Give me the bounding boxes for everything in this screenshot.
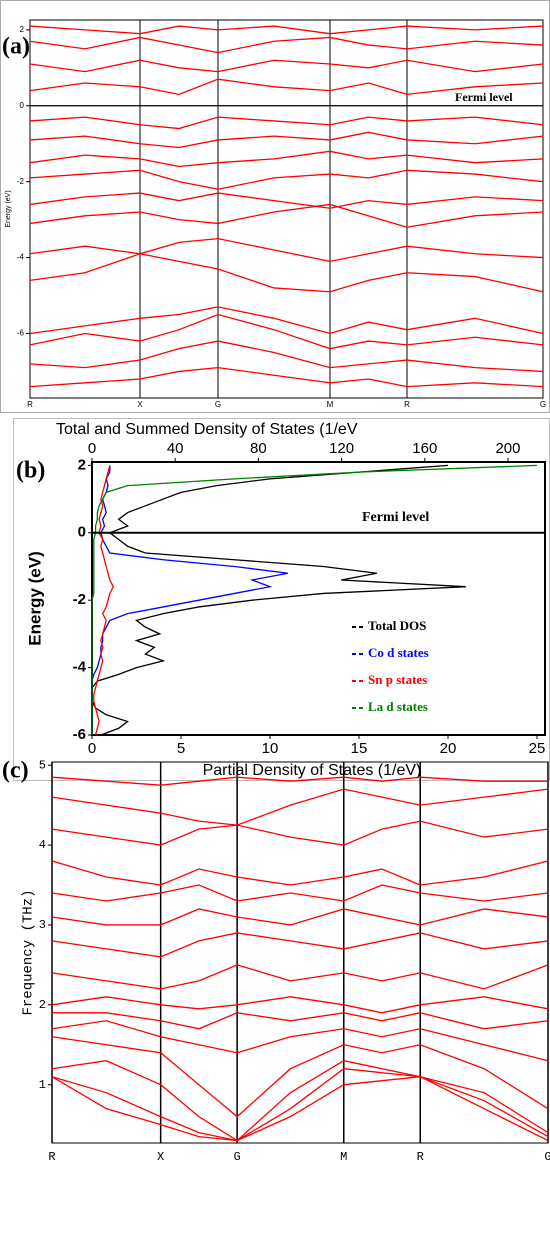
band-line [29, 192, 544, 209]
legend-label: La d states [368, 699, 428, 714]
y-tick-label: 4 [39, 838, 46, 852]
annotation: Fermi level [455, 90, 513, 104]
x2-tick-label: 160 [412, 440, 437, 457]
band-line [29, 36, 544, 54]
band-line [51, 932, 549, 958]
panel-label: (a) [2, 34, 30, 60]
band-line [29, 306, 544, 335]
y-tick-label: -6 [17, 329, 25, 338]
y-tick-label: 5 [39, 758, 46, 772]
band-line [29, 203, 544, 228]
band-line [29, 59, 544, 73]
x-tick-label: X [137, 400, 143, 409]
band-line [29, 131, 544, 149]
y-axis-label: Energy (eV) [5, 190, 12, 227]
band-line [52, 1012, 549, 1030]
x-tick-label: M [327, 400, 334, 409]
band-line [51, 908, 549, 926]
band-line [51, 788, 549, 826]
band-line [51, 996, 549, 1014]
band-line [51, 820, 549, 846]
band-line [29, 237, 544, 263]
band-line [51, 1068, 549, 1142]
dos-curve [93, 465, 115, 736]
x2-tick-label: 120 [329, 440, 354, 457]
legend-label: Sn p states [368, 672, 427, 687]
band-line [29, 169, 544, 190]
y-tick-label: -4 [73, 659, 87, 676]
x-tick-label: R [48, 1150, 55, 1164]
x-tick-label: 10 [262, 740, 279, 757]
y-tick-label: -2 [73, 591, 86, 608]
panel-b-border [13, 418, 550, 781]
band-line [51, 884, 549, 902]
band-line [51, 1060, 549, 1142]
band-line [51, 776, 548, 786]
plot-frame [91, 461, 546, 736]
y-tick-label: -4 [17, 253, 25, 262]
x-tick-label: X [157, 1150, 164, 1164]
y-axis-label: Frequency (THz) [21, 889, 37, 1015]
x2-tick-label: 200 [495, 440, 520, 457]
y-tick-label: 2 [39, 998, 46, 1012]
y-tick-label: 0 [78, 524, 86, 541]
x-tick-label: 25 [529, 740, 546, 757]
band-line [51, 860, 549, 886]
x-tick-label: 0 [88, 740, 96, 757]
y-axis-label: Energy (eV) [25, 551, 44, 645]
x2-tick-label: 0 [88, 440, 96, 457]
dos-curve [91, 464, 466, 736]
band-line [29, 78, 544, 96]
x-tick-label: G [234, 1150, 241, 1164]
x-tick-label: R [404, 400, 410, 409]
dos-curve [91, 464, 538, 735]
y-tick-label: 3 [39, 918, 46, 932]
band-line [51, 1020, 549, 1062]
band-line [51, 964, 549, 990]
y-tick-label: 2 [20, 25, 25, 34]
y-tick-label: -2 [17, 177, 25, 186]
x-tick-label: 15 [351, 740, 368, 757]
band-line [29, 25, 544, 35]
band-line [29, 116, 544, 130]
y-tick-label: 2 [78, 456, 86, 473]
chart-title: Total and Summed Density of States (1/eV [56, 421, 358, 438]
x-tick-label: R [27, 400, 33, 409]
y-tick-label: 1 [39, 1078, 46, 1092]
x-tick-label: G [540, 400, 546, 409]
y-tick-label: -6 [73, 726, 86, 743]
x-tick-label: 20 [440, 740, 457, 757]
panel-a-border [0, 0, 550, 413]
plot-frame [29, 19, 544, 399]
panel-label: (b) [16, 458, 45, 484]
y-tick-label: 0 [20, 101, 25, 110]
band-line [51, 1036, 549, 1118]
x-tick-label: G [215, 400, 221, 409]
legend-label: Total DOS [368, 618, 426, 633]
x-tick-label: G [544, 1150, 550, 1164]
x2-tick-label: 40 [167, 440, 184, 457]
band-line [29, 366, 544, 388]
x-tick-label: 5 [177, 740, 185, 757]
panel-label: (c) [2, 758, 29, 784]
legend-label: Co d states [368, 645, 429, 660]
band-line [29, 313, 544, 350]
x-tick-label: R [417, 1150, 424, 1164]
annotation: Fermi level [362, 510, 429, 525]
x-axis-label: Partial Density of States (1/eV) [203, 762, 422, 779]
band-line [51, 1076, 549, 1142]
x2-tick-label: 80 [250, 440, 267, 457]
x-tick-label: M [340, 1150, 347, 1164]
band-line [29, 150, 544, 168]
band-line [29, 253, 544, 293]
band-line [29, 340, 544, 373]
